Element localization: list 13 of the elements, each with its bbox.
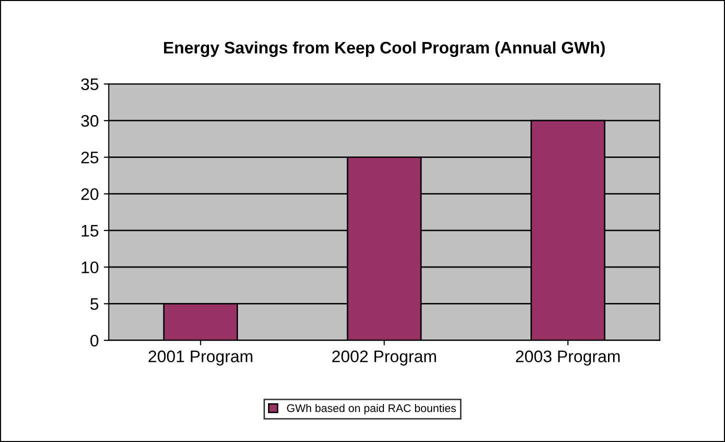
x-tick-label: 2002 Program: [332, 350, 436, 366]
y-tick-label: 10: [82, 261, 98, 274]
y-tick-label: 0: [90, 334, 98, 347]
y-tick-label: 25: [81, 152, 98, 164]
y-tick-label: 35: [81, 78, 98, 90]
chart-title: Energy Savings from Keep Cool Program (Annual GWh): [164, 41, 605, 57]
y-tick-label: 20: [81, 188, 98, 200]
y-tick-label: 30: [81, 115, 98, 127]
x-tick-label: 2003 Program: [516, 350, 620, 366]
y-tick-label: 15: [82, 225, 98, 237]
legend-label: GWh based on paid RAC bounties: [287, 404, 456, 414]
y-tick-label: 5: [90, 298, 98, 310]
x-tick-label: 2001 Program: [148, 350, 252, 366]
